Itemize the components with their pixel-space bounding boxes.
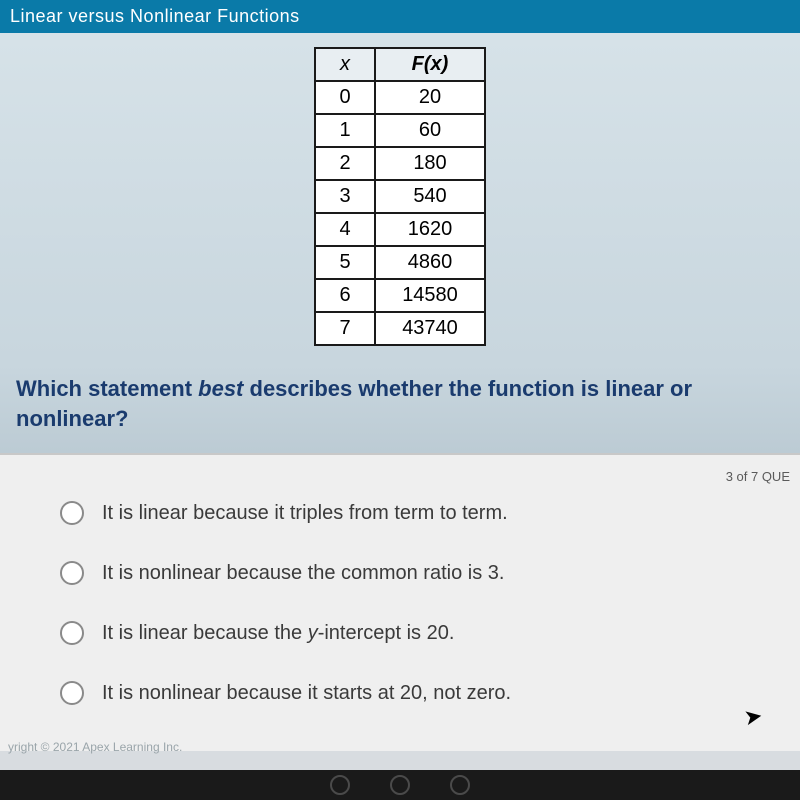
question-text: Which statement best describes whether t…: [0, 364, 800, 453]
function-table: x F(x) 020 160 2180 3540 41620 54860 614…: [314, 47, 486, 346]
copyright-footer: yright © 2021 Apex Learning Inc.: [0, 736, 190, 758]
content-top: x F(x) 020 160 2180 3540 41620 54860 614…: [0, 33, 800, 364]
taskbar: [0, 770, 800, 800]
option-1[interactable]: It is linear because it triples from ter…: [60, 501, 770, 525]
table-row: 54860: [315, 246, 485, 279]
radio-icon[interactable]: [60, 501, 84, 525]
progress-indicator: 3 of 7 QUE: [726, 469, 790, 484]
option-label: It is linear because it triples from ter…: [102, 502, 508, 525]
radio-icon[interactable]: [60, 561, 84, 585]
option-label: It is nonlinear because it starts at 20,…: [102, 682, 511, 705]
option-2[interactable]: It is nonlinear because the common ratio…: [60, 561, 770, 585]
option-4[interactable]: It is nonlinear because it starts at 20,…: [60, 681, 770, 705]
table-row: 160: [315, 114, 485, 147]
table-row: 020: [315, 81, 485, 114]
radio-icon[interactable]: [60, 681, 84, 705]
header-title: Linear versus Nonlinear Functions: [10, 6, 300, 26]
answers-section: 3 of 7 QUE It is linear because it tripl…: [0, 453, 800, 751]
table-row: 41620: [315, 213, 485, 246]
option-label: It is linear because the y-intercept is …: [102, 622, 454, 645]
header-bar: Linear versus Nonlinear Functions: [0, 0, 800, 33]
table-row: 2180: [315, 147, 485, 180]
option-3[interactable]: It is linear because the y-intercept is …: [60, 621, 770, 645]
table-row: 614580: [315, 279, 485, 312]
table-row: 743740: [315, 312, 485, 345]
table-header-fx: F(x): [375, 48, 485, 81]
radio-icon[interactable]: [60, 621, 84, 645]
taskbar-icon[interactable]: [330, 775, 350, 795]
taskbar-icon[interactable]: [450, 775, 470, 795]
option-label: It is nonlinear because the common ratio…: [102, 562, 504, 585]
cursor-icon: ➤: [741, 703, 764, 732]
table-header-x: x: [315, 48, 375, 81]
taskbar-icon[interactable]: [390, 775, 410, 795]
table-row: 3540: [315, 180, 485, 213]
